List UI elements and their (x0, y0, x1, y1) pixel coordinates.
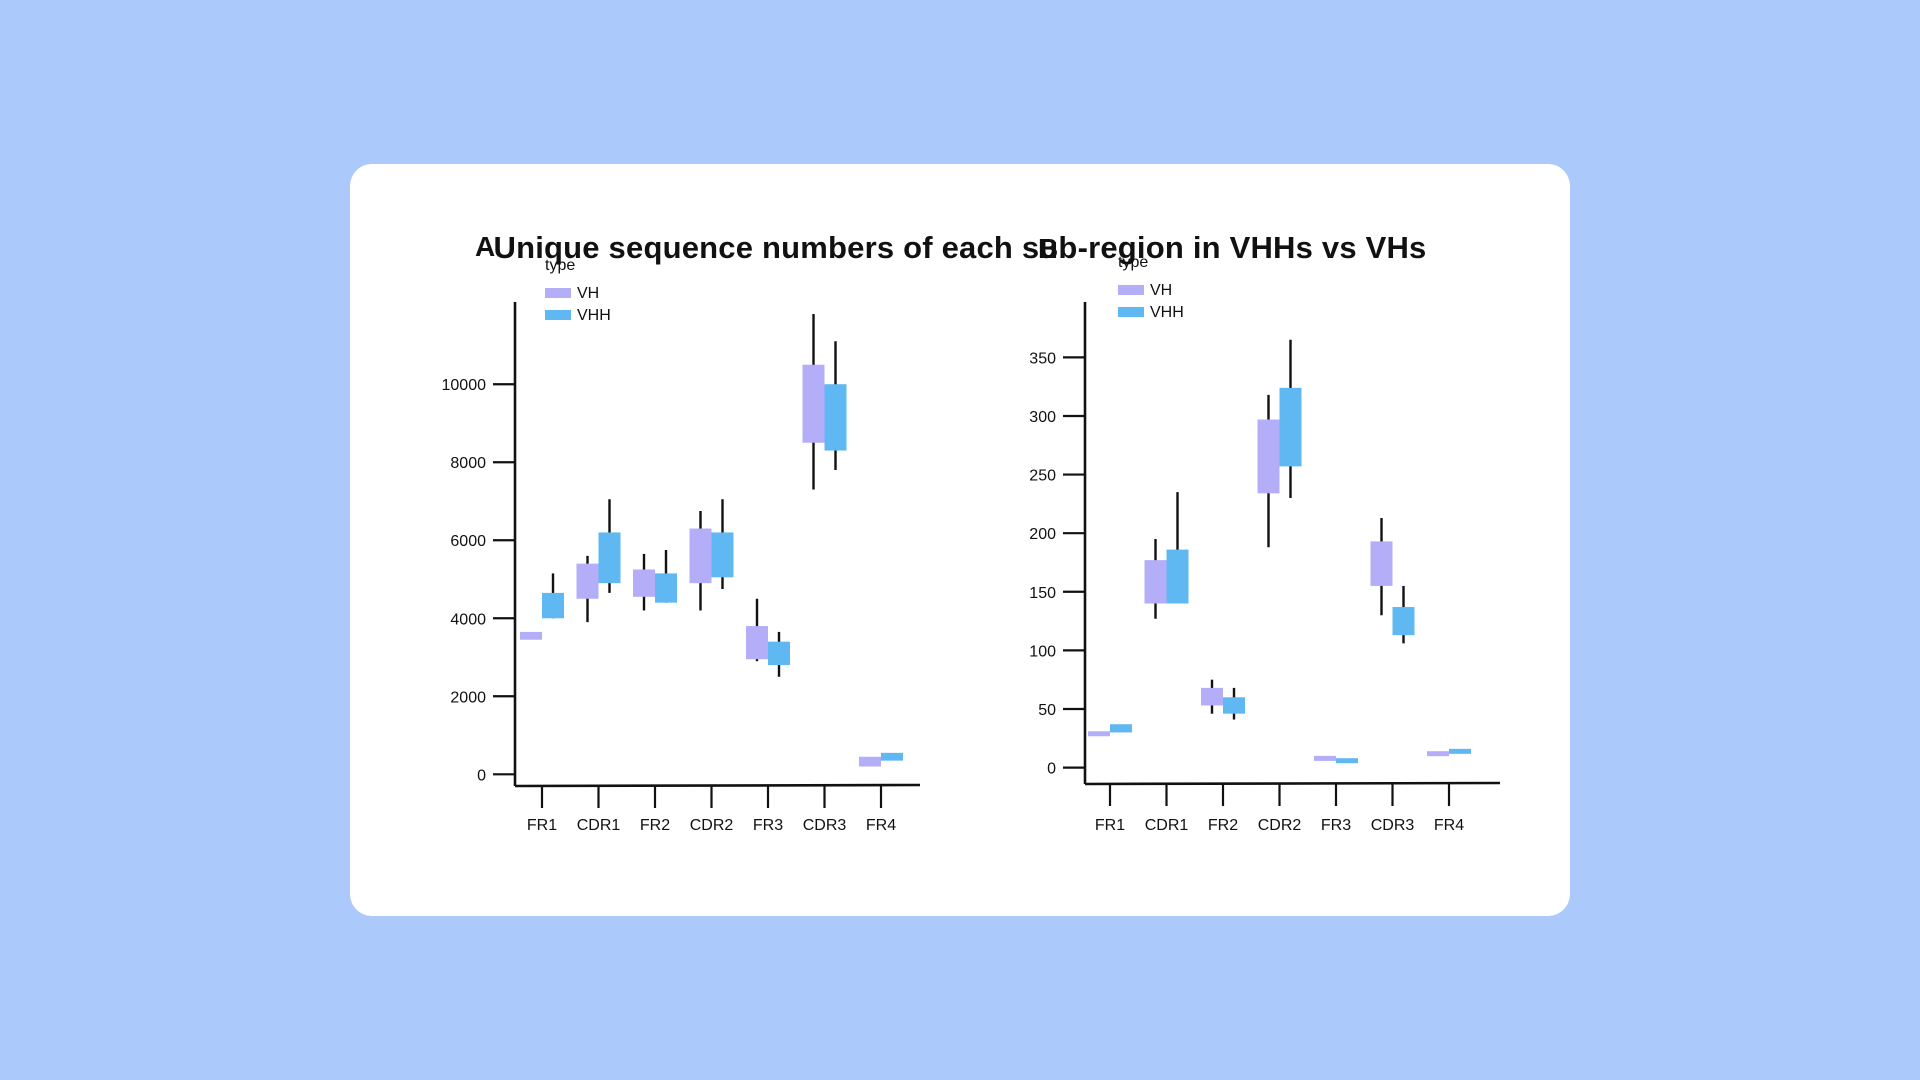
panel-b-legend-swatch-vh (1118, 285, 1144, 295)
panel-b-box-vhh (1449, 748, 1471, 754)
panel-a-box-vhh (768, 641, 790, 666)
panel-b-x-axis (1084, 781, 1501, 786)
panel-a-x-tick-label: CDR3 (803, 817, 847, 834)
panel-b-x-tick-label: FR1 (1095, 817, 1125, 834)
panel-b-x-tick-label: CDR3 (1371, 817, 1415, 834)
chart-card: Unique sequence numbers of each sub-regi… (350, 164, 1570, 916)
panel-b-box-vhh (1279, 387, 1302, 467)
panel-b-y-tick-label: 150 (1029, 585, 1056, 602)
panel-b-y-tick-label: 100 (1029, 643, 1056, 660)
panel-a-y-tick-label: 6000 (450, 533, 486, 550)
panel-a-x-tick-label: FR4 (866, 817, 896, 834)
panel-a-box-vh (746, 626, 768, 660)
panel-a-y-tick-label: 2000 (450, 689, 486, 706)
panel-a-box-vhh (824, 384, 847, 451)
panel-b-label: B (1038, 233, 1058, 264)
panel-a-legend-label-vh: VH (577, 285, 599, 302)
panel-a-x-tick-label: CDR2 (690, 817, 734, 834)
panel-a-x-tick-label: FR1 (527, 817, 557, 834)
panel-b-box-vh (1427, 751, 1449, 757)
panel-a-legend-swatch-vh (545, 288, 571, 298)
panel-b-box-vhh (1336, 758, 1358, 764)
panel-b-x-tick-label: FR3 (1321, 817, 1351, 834)
panel-b-legend-label-vh: VH (1150, 282, 1172, 299)
panel-b-y-tick-label: 0 (1047, 761, 1056, 778)
panel-b-legend-title: type (1118, 254, 1148, 271)
panel-a-box-vhh (542, 592, 564, 619)
panel-b-y-tick-label: 300 (1029, 409, 1056, 426)
panel-a-box-vh (859, 756, 881, 767)
panel-a-x-axis (514, 783, 921, 788)
panel-b-box-vh (1370, 541, 1393, 586)
panel-b-box-vh (1314, 755, 1336, 761)
panel-a-box-vh (689, 528, 712, 584)
panel-b-chart: B 0 50 100 150 200 250 300 350 FR1 CDR1 FR2 CDR2 FR3 C… (1029, 233, 1501, 834)
panel-a-box-vhh (711, 532, 734, 578)
panel-b-box-vh (1201, 687, 1223, 706)
panel-b-y-tick-label: 200 (1029, 526, 1056, 543)
panel-a-box-vhh (655, 573, 677, 603)
panel-b-box-vhh (1166, 549, 1189, 604)
panel-b-box-vh (1257, 419, 1280, 494)
panel-b-box-vh (1088, 731, 1110, 737)
panel-b-legend-label-vhh: VHH (1150, 304, 1184, 321)
panel-a-box-vh (520, 631, 542, 640)
panel-a-box-vh (802, 364, 825, 443)
panel-b-box-vhh (1392, 607, 1415, 636)
panel-a-box-vh (576, 563, 599, 599)
panel-a-box-vh (633, 569, 655, 597)
panel-b-box-vhh (1110, 724, 1132, 733)
panel-b-y-tick-label: 250 (1029, 468, 1056, 485)
panel-b-x-tick-label: CDR1 (1145, 817, 1189, 834)
panel-a-label: A (475, 231, 495, 262)
panel-b-x-tick-label: CDR2 (1258, 817, 1302, 834)
panel-b-box-vh (1144, 560, 1167, 604)
panel-a-y-tick-label: 8000 (450, 455, 486, 472)
panel-b-y-tick-label: 50 (1038, 702, 1056, 719)
panel-a-y-tick-label: 4000 (450, 611, 486, 628)
panel-a-box-vhh (881, 752, 903, 761)
panel-a-y-tick-label: 0 (477, 767, 486, 784)
chart-title: Unique sequence numbers of each sub-regi… (493, 230, 1427, 265)
panel-b-legend-swatch-vhh (1118, 307, 1144, 317)
panel-b-x-tick-label: FR4 (1434, 817, 1464, 834)
panel-a-x-tick-label: CDR1 (577, 817, 621, 834)
panel-b-box-vhh (1223, 697, 1245, 714)
panel-a-legend-label-vhh: VHH (577, 307, 611, 324)
panel-b-y-tick-label: 350 (1029, 350, 1056, 367)
panel-a-x-tick-label: FR2 (640, 817, 670, 834)
panel-a-legend-swatch-vhh (545, 310, 571, 320)
panel-a-box-vhh (598, 532, 621, 584)
panel-a-legend-title: type (545, 257, 575, 274)
panel-a-y-tick-label: 10000 (442, 377, 487, 394)
panel-a-x-tick-label: FR3 (753, 817, 783, 834)
panel-b-x-tick-label: FR2 (1208, 817, 1238, 834)
panel-a-chart: A 0 2000 4000 6000 8000 10000 FR1 CDR1 FR2 CDR2 FR3… (442, 231, 921, 834)
